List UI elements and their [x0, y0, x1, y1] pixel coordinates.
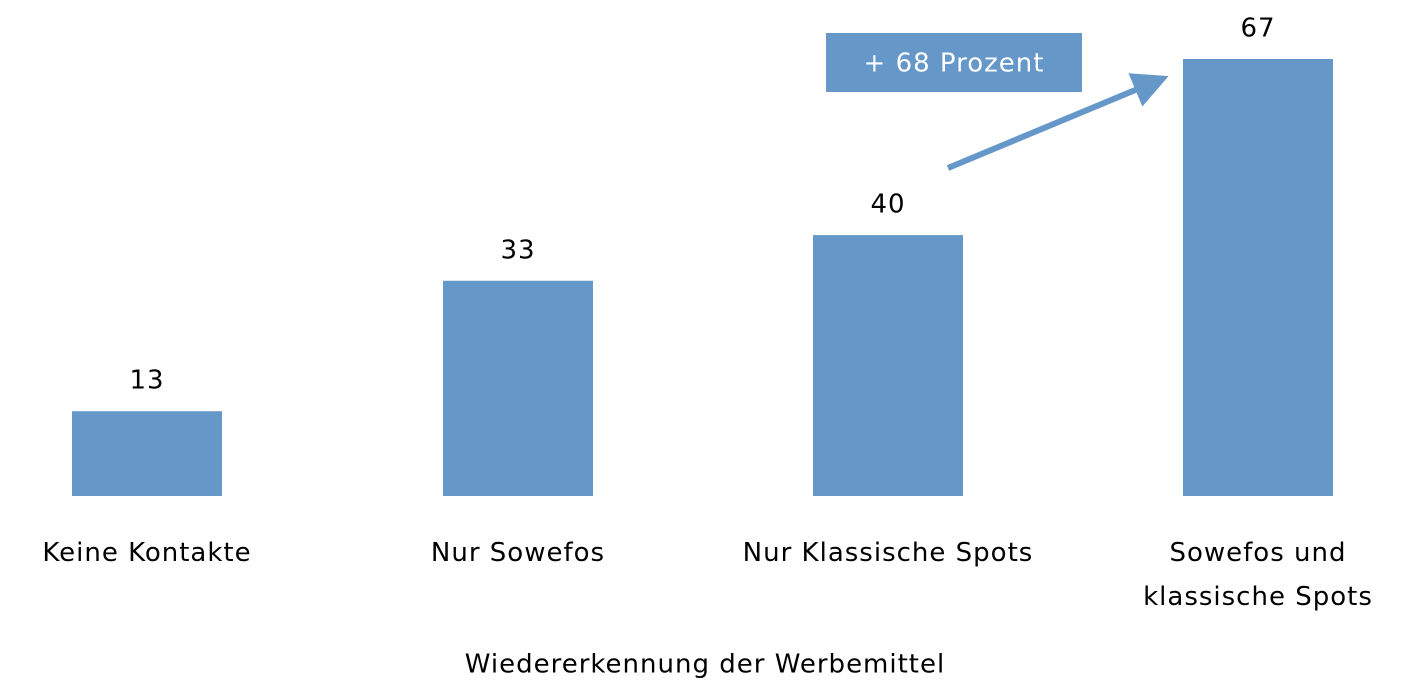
- x-tick-label: Keine Kontakte: [42, 538, 252, 568]
- x-tick-label: Nur Sowefos: [430, 538, 606, 568]
- value-label: 33: [500, 235, 535, 265]
- bar: [72, 411, 222, 496]
- x-tick-label: Sowefos und klassische Spots: [1143, 538, 1373, 612]
- value-label: 67: [1240, 14, 1275, 44]
- x-axis-label: Wiedererkennung der Werbemittel: [465, 650, 945, 680]
- annotation-box: [826, 33, 1082, 92]
- bar: [813, 235, 963, 496]
- arrow: [946, 73, 1169, 171]
- value-label: 13: [129, 366, 164, 396]
- bar: [443, 280, 593, 496]
- bar: [1183, 59, 1333, 496]
- x-tick-label: Nur Klassische Spots: [742, 538, 1034, 568]
- annotation: + 68 Prozent: [864, 49, 1045, 79]
- value-label: 40: [870, 190, 905, 220]
